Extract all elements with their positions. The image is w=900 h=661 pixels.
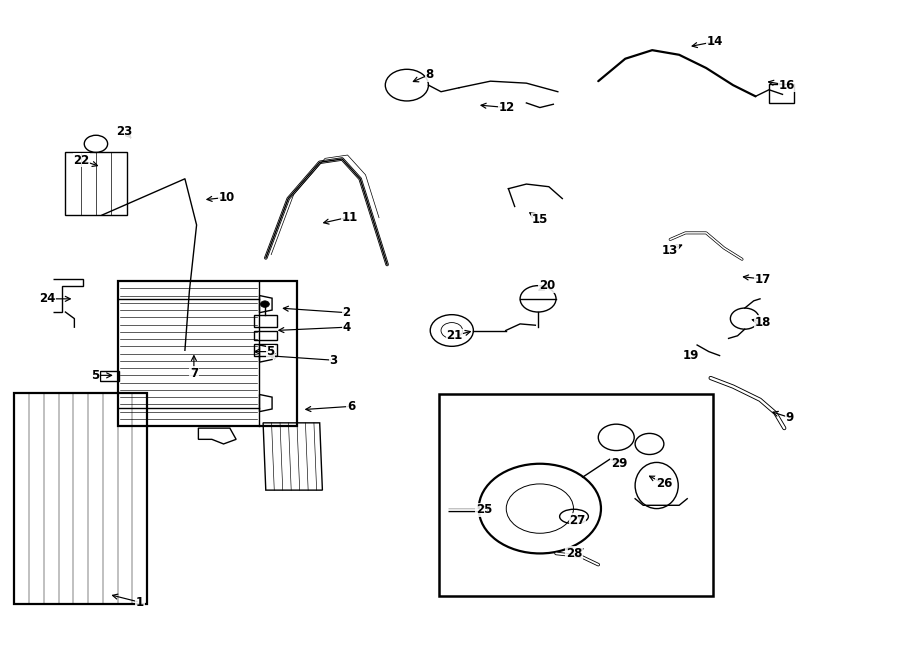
Bar <box>439 395 714 596</box>
Bar <box>14 393 148 604</box>
Text: 29: 29 <box>611 457 627 470</box>
Bar <box>118 281 297 426</box>
Text: 10: 10 <box>219 191 235 204</box>
Text: 3: 3 <box>329 354 338 367</box>
Circle shape <box>260 301 269 307</box>
Text: 20: 20 <box>539 279 555 292</box>
Text: 7: 7 <box>190 367 198 380</box>
Text: 9: 9 <box>786 411 794 424</box>
Text: 1: 1 <box>136 596 144 609</box>
Text: 5: 5 <box>91 369 99 382</box>
Text: 19: 19 <box>682 349 699 362</box>
Text: 4: 4 <box>343 321 351 334</box>
Text: 11: 11 <box>341 211 357 223</box>
Text: 23: 23 <box>117 125 133 137</box>
Text: 25: 25 <box>476 504 492 516</box>
Text: 15: 15 <box>532 214 548 226</box>
Text: 12: 12 <box>499 101 515 114</box>
Text: 17: 17 <box>754 272 770 286</box>
Text: 22: 22 <box>74 154 90 167</box>
Text: 14: 14 <box>706 35 724 48</box>
Bar <box>254 344 276 356</box>
Bar <box>66 153 127 215</box>
Bar <box>254 315 276 327</box>
Text: 2: 2 <box>343 306 351 319</box>
Text: 18: 18 <box>754 316 771 329</box>
Text: 5: 5 <box>266 345 274 358</box>
Text: 6: 6 <box>347 400 356 413</box>
Text: 24: 24 <box>40 292 56 305</box>
Bar <box>769 85 794 103</box>
Text: 8: 8 <box>425 68 434 81</box>
Text: 21: 21 <box>446 329 463 342</box>
Text: 28: 28 <box>566 547 582 560</box>
Text: 26: 26 <box>656 477 672 490</box>
Text: 16: 16 <box>778 79 796 92</box>
Bar <box>254 330 276 340</box>
Text: 27: 27 <box>570 514 586 527</box>
Text: 13: 13 <box>662 243 679 256</box>
Bar <box>100 371 120 381</box>
